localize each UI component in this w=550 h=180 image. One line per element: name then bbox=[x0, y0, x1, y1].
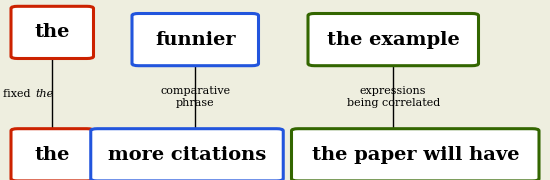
Text: the: the bbox=[35, 146, 70, 164]
FancyBboxPatch shape bbox=[11, 6, 94, 58]
Text: the: the bbox=[36, 89, 54, 99]
Text: funnier: funnier bbox=[155, 31, 235, 49]
Text: the example: the example bbox=[327, 31, 460, 49]
Text: fixed: fixed bbox=[3, 89, 34, 99]
FancyBboxPatch shape bbox=[132, 14, 258, 66]
Text: the: the bbox=[35, 23, 70, 41]
FancyBboxPatch shape bbox=[11, 129, 94, 180]
Text: the paper will have: the paper will have bbox=[311, 146, 519, 164]
FancyBboxPatch shape bbox=[292, 129, 539, 180]
FancyBboxPatch shape bbox=[91, 129, 283, 180]
Text: expressions
being correlated: expressions being correlated bbox=[346, 86, 440, 108]
Text: comparative
phrase: comparative phrase bbox=[160, 86, 230, 108]
FancyBboxPatch shape bbox=[308, 14, 478, 66]
Text: more citations: more citations bbox=[108, 146, 266, 164]
